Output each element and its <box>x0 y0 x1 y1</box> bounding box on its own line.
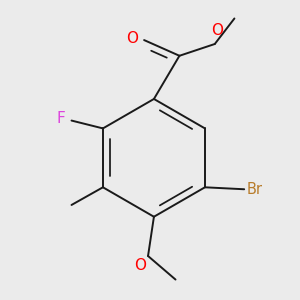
Text: O: O <box>211 23 223 38</box>
Text: O: O <box>134 258 146 273</box>
Text: O: O <box>126 31 138 46</box>
Text: Br: Br <box>246 182 262 197</box>
Text: F: F <box>57 111 66 126</box>
